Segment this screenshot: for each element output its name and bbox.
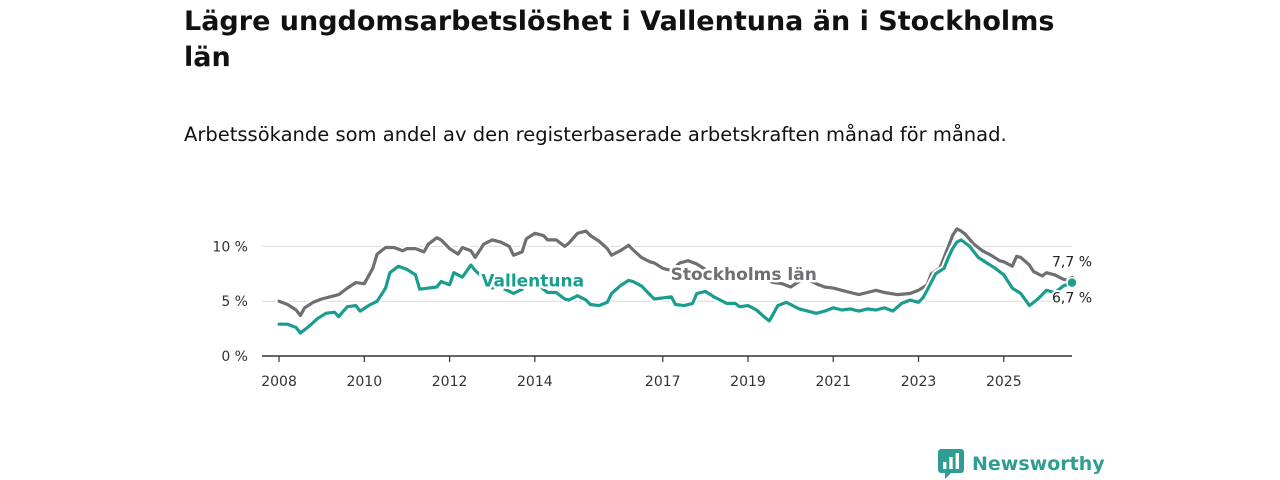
x-tick-label: 2014	[517, 374, 553, 390]
x-tick-label: 2019	[730, 374, 766, 390]
x-tick-label: 2008	[261, 374, 297, 390]
y-tick-label: 0 %	[221, 349, 248, 365]
annotations: Stockholms län 7,7 % Vallentuna 6,7 %	[479, 252, 1094, 308]
x-axis: 2008 2010 2012 2014 2017 2019 2021 2023 2025	[261, 355, 1072, 390]
end-value-vallentuna: 6,7 %	[1052, 291, 1092, 307]
series-label-stockholms-l-n: Stockholms län	[671, 265, 817, 285]
x-tick-label: 2012	[432, 374, 468, 390]
series-line-stockholms-l-n	[277, 227, 1074, 318]
x-tick-label: 2025	[986, 374, 1022, 390]
chart-title: Lägre ungdomsarbetslöshet i Vallentuna ä…	[184, 6, 1055, 73]
y-tick-label: 5 %	[221, 294, 248, 310]
x-tick-label: 2010	[346, 374, 382, 390]
series-label-vallentuna: Vallentuna	[481, 271, 584, 291]
x-tick-label: 2023	[901, 374, 937, 390]
y-axis: 0 % 5 % 10 %	[212, 239, 248, 365]
series-layer	[275, 225, 1076, 337]
chart-subtitle: Arbetssökande som andel av den registerb…	[184, 123, 1007, 146]
x-tick-label: 2021	[815, 374, 851, 390]
end-value-stockholms-l-n: 7,7 %	[1052, 254, 1092, 270]
end-marker-vallentuna	[1066, 276, 1078, 289]
y-tick-label: 10 %	[212, 239, 248, 255]
x-tick-label: 2017	[645, 374, 681, 390]
series-line-vallentuna	[277, 238, 1074, 335]
brand-logo[interactable]: Newsworthy	[938, 449, 1105, 479]
newsworthy-logo-icon	[938, 449, 964, 479]
brand-name: Newsworthy	[972, 453, 1105, 475]
series-halo-vallentuna	[275, 236, 1076, 337]
